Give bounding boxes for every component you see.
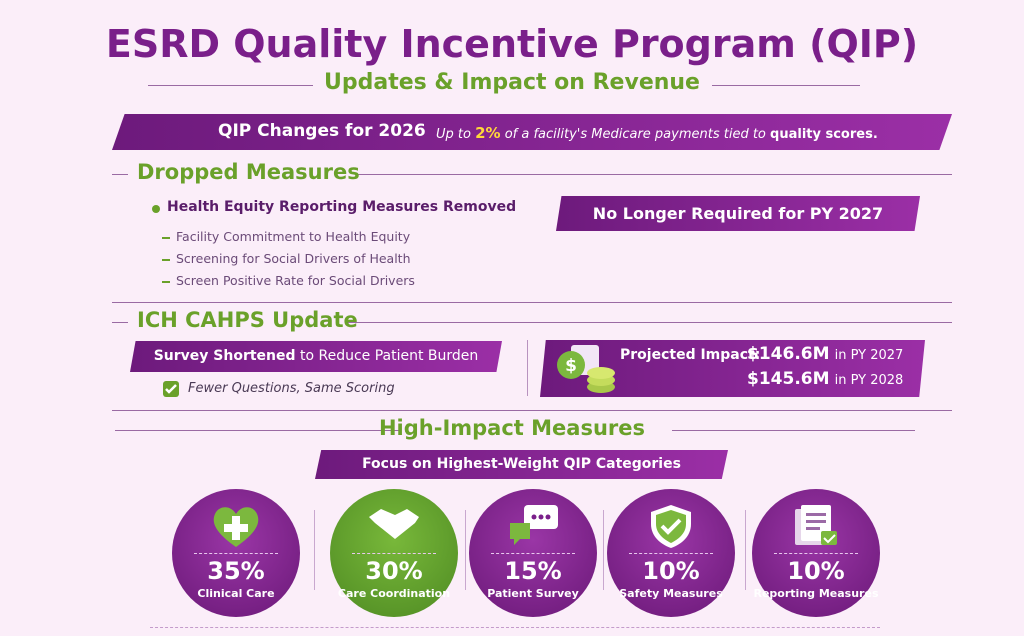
measure-circle: 35% Clinical Care xyxy=(172,489,300,617)
section-heading: ICH CAHPS Update xyxy=(137,308,358,332)
amount: $146.6M xyxy=(747,344,830,364)
separator xyxy=(603,510,604,590)
bottom-rule xyxy=(150,627,880,628)
banner-text: Up to 2% of a facility's Medicare paymen… xyxy=(436,124,878,142)
measure-circle: 10% Reporting Measures xyxy=(752,489,880,617)
item: Health Equity Reporting Measures Removed xyxy=(167,199,517,215)
separator xyxy=(314,510,315,590)
rule xyxy=(115,430,400,431)
emphasis: quality scores. xyxy=(770,127,878,142)
separator xyxy=(745,510,746,590)
percent: 10% xyxy=(787,557,845,585)
rule xyxy=(672,430,915,431)
impact-row: $145.6M in PY 2028 xyxy=(747,369,903,389)
impact-row: $146.6M in PY 2027 xyxy=(747,344,903,364)
label: Patient Survey xyxy=(487,587,579,600)
highlight: 2% xyxy=(475,124,501,142)
subitem: Screen Positive Rate for Social Drivers xyxy=(162,273,415,288)
report-icon xyxy=(795,505,837,545)
rule xyxy=(358,174,952,175)
rule xyxy=(112,322,128,323)
period: in PY 2028 xyxy=(834,373,904,388)
percent: 10% xyxy=(642,557,700,585)
amount: $145.6M xyxy=(747,369,830,389)
percent: 30% xyxy=(365,557,423,585)
label: Care Coordination xyxy=(337,587,451,600)
text: to Reduce Patient Burden xyxy=(299,348,479,364)
rule xyxy=(148,85,313,86)
text: Up to xyxy=(436,127,471,142)
divider xyxy=(112,410,952,411)
divider xyxy=(112,302,952,303)
rule xyxy=(348,322,952,323)
banner xyxy=(112,114,952,150)
label: Safety Measures xyxy=(619,587,723,600)
title: ESRD Quality Incentive Program (QIP) xyxy=(105,22,919,66)
impact-label: Projected Impact: xyxy=(620,347,761,363)
label: Reporting Measures xyxy=(753,587,879,600)
section-heading: Dropped Measures xyxy=(137,160,360,184)
separator xyxy=(527,340,528,396)
badge: No Longer Required for PY 2027 xyxy=(556,196,920,231)
subitem: Screening for Social Drivers of Health xyxy=(162,251,411,266)
focus-banner: Focus on Highest-Weight QIP Categories xyxy=(315,450,728,479)
separator xyxy=(465,510,466,590)
text: of a facility's Medicare payments tied t… xyxy=(504,127,766,142)
period: in PY 2027 xyxy=(834,348,904,363)
svg-text:$: $ xyxy=(565,356,577,376)
subitem: Facility Commitment to Health Equity xyxy=(162,229,410,244)
measure-circle: 30% Care Coordination xyxy=(330,489,458,617)
handshake-icon xyxy=(369,509,419,539)
money-icon: $ xyxy=(557,345,615,393)
percent: 35% xyxy=(207,557,265,585)
measure-circle: 10% Safety Measures xyxy=(607,489,735,617)
rule xyxy=(712,85,860,86)
check-icon xyxy=(163,381,179,397)
text: Survey Shortened xyxy=(153,348,296,364)
section-heading: High-Impact Measures xyxy=(378,416,646,440)
banner-title: QIP Changes for 2026 xyxy=(218,121,426,141)
chat-icon xyxy=(510,505,558,545)
percent: 15% xyxy=(504,557,562,585)
heart-icon xyxy=(213,507,259,547)
check-text: Fewer Questions, Same Scoring xyxy=(188,381,395,396)
rule xyxy=(112,174,128,175)
shield-icon xyxy=(651,505,691,548)
survey-banner: Survey Shortened to Reduce Patient Burde… xyxy=(130,341,502,372)
measure-circle: 15% Patient Survey xyxy=(469,489,597,617)
label: Clinical Care xyxy=(197,587,275,600)
subtitle: Updates & Impact on Revenue xyxy=(324,70,700,95)
bullet xyxy=(152,205,160,213)
